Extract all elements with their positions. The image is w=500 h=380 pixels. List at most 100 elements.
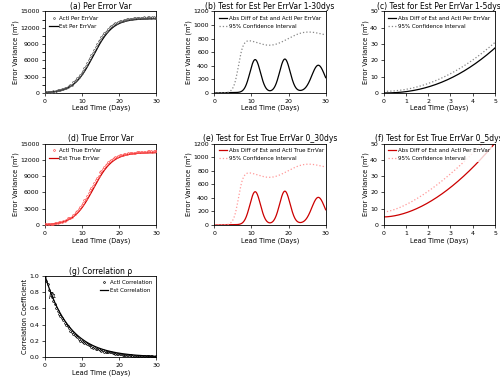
X-axis label: Lead Time (Days): Lead Time (Days) — [410, 237, 469, 244]
95% Confidence Interval — [277, 173, 283, 177]
Abs Diff of Est and Actl Per ErrVar — [482, 152, 488, 156]
Abs Diff of Est and Actl Per ErrVar — [492, 141, 498, 145]
95% Confidence Interval — [240, 176, 246, 181]
Actl Per ErrVar — [154, 16, 160, 21]
Line: 95% Confidence Interval: 95% Confidence Interval — [384, 43, 495, 91]
Est Per ErrVar — [154, 16, 160, 21]
Actl Per ErrVar — [110, 23, 116, 27]
Actl True ErrVar — [142, 150, 148, 155]
Line: Est Per ErrVar: Est Per ErrVar — [45, 19, 156, 92]
Est True ErrVar — [116, 155, 122, 160]
95% Confidence Interval — [262, 43, 268, 47]
Legend: Abs Diff of Est and Actl Per ErrVar, 95% Confidence Interval: Abs Diff of Est and Actl Per ErrVar, 95%… — [217, 14, 322, 30]
95% Confidence Interval — [402, 203, 407, 208]
Est Per ErrVar — [92, 49, 98, 54]
Actl True ErrVar — [148, 149, 154, 154]
Abs Diff of Est and Actl True ErrVar — [231, 222, 237, 227]
Actl True ErrVar — [93, 178, 99, 182]
Est Correlation — [62, 318, 68, 323]
95% Confidence Interval — [492, 128, 498, 132]
Title: (c) Test for Est Per ErrVar 1-5dys: (c) Test for Est Per ErrVar 1-5dys — [378, 2, 500, 11]
Title: (b) Test for Est Per ErrVar 1-30dys: (b) Test for Est Per ErrVar 1-30dys — [206, 2, 334, 11]
95% Confidence Interval — [388, 89, 394, 93]
Line: Abs Diff of Est and Actl True ErrVar: Abs Diff of Est and Actl True ErrVar — [214, 191, 326, 225]
Abs Diff of Est and Actl Per ErrVar — [385, 214, 391, 219]
Legend: Abs Diff of Est and Actl Per ErrVar, 95% Confidence Interval: Abs Diff of Est and Actl Per ErrVar, 95%… — [386, 146, 492, 162]
Est True ErrVar — [154, 150, 160, 155]
Abs Diff of Est and Actl Per ErrVar — [286, 65, 292, 70]
Est Per ErrVar — [70, 82, 76, 86]
Abs Diff of Est and Actl Per ErrVar — [380, 215, 386, 219]
X-axis label: Lead Time (Days): Lead Time (Days) — [72, 237, 130, 244]
Est Correlation — [70, 329, 76, 334]
Actl Correlation — [108, 350, 114, 355]
Abs Diff of Est and Actl Per ErrVar — [402, 90, 407, 94]
Line: 95% Confidence Interval: 95% Confidence Interval — [214, 164, 326, 225]
Y-axis label: Error Variance (m²): Error Variance (m²) — [184, 20, 192, 84]
Abs Diff of Est and Actl True ErrVar — [322, 207, 328, 212]
95% Confidence Interval — [322, 165, 328, 169]
Est Correlation — [154, 354, 160, 359]
95% Confidence Interval — [212, 223, 218, 227]
Y-axis label: Error Variance (m²): Error Variance (m²) — [11, 152, 18, 216]
Abs Diff of Est and Actl Per ErrVar — [410, 88, 416, 93]
Est Correlation — [116, 351, 122, 356]
Abs Diff of Est and Actl Per ErrVar — [240, 88, 246, 92]
Line: 95% Confidence Interval: 95% Confidence Interval — [214, 32, 326, 93]
Actl Correlation — [152, 355, 158, 359]
95% Confidence Interval — [286, 168, 292, 173]
95% Confidence Interval — [410, 86, 416, 90]
Actl Per ErrVar — [44, 90, 50, 95]
95% Confidence Interval — [322, 33, 328, 37]
95% Confidence Interval — [486, 45, 492, 49]
95% Confidence Interval — [231, 83, 237, 88]
Est True ErrVar — [108, 161, 114, 165]
Actl True ErrVar — [42, 222, 48, 226]
95% Confidence Interval — [482, 48, 488, 53]
Abs Diff of Est and Actl True ErrVar — [262, 215, 268, 220]
Y-axis label: Error Variance (m²): Error Variance (m²) — [362, 20, 369, 84]
Title: (d) True Error Var: (d) True Error Var — [68, 135, 134, 143]
Abs Diff of Est and Actl True ErrVar — [212, 223, 218, 227]
Est Correlation — [42, 273, 48, 278]
Abs Diff of Est and Actl Per ErrVar — [385, 91, 391, 95]
Actl True ErrVar — [46, 222, 52, 227]
Abs Diff of Est and Actl True ErrVar — [277, 201, 283, 205]
Est Per ErrVar — [126, 18, 132, 23]
Y-axis label: Error Variance (m²): Error Variance (m²) — [11, 20, 18, 84]
Est True ErrVar — [62, 219, 68, 224]
Est True ErrVar — [42, 222, 48, 227]
Actl Per ErrVar — [146, 15, 152, 19]
Est Per ErrVar — [42, 90, 48, 95]
X-axis label: Lead Time (Days): Lead Time (Days) — [241, 105, 299, 111]
Actl True ErrVar — [110, 156, 116, 161]
Abs Diff of Est and Actl Per ErrVar — [212, 91, 218, 95]
Legend: Abs Diff of Est and Actl Per ErrVar, 95% Confidence Interval: Abs Diff of Est and Actl Per ErrVar, 95%… — [386, 14, 492, 30]
Actl True ErrVar — [154, 149, 160, 154]
Abs Diff of Est and Actl Per ErrVar — [492, 46, 498, 50]
Abs Diff of Est and Actl Per ErrVar — [388, 214, 394, 219]
95% Confidence Interval — [380, 89, 386, 93]
Actl True ErrVar — [116, 154, 121, 158]
Y-axis label: Error Variance (m²): Error Variance (m²) — [362, 152, 369, 216]
X-axis label: Lead Time (Days): Lead Time (Days) — [72, 369, 130, 376]
Legend: Actl Correlation, Est Correlation: Actl Correlation, Est Correlation — [98, 279, 154, 295]
Y-axis label: Correlation Coefficient: Correlation Coefficient — [22, 279, 28, 354]
Line: Actl True ErrVar: Actl True ErrVar — [44, 150, 158, 225]
95% Confidence Interval — [306, 30, 312, 34]
95% Confidence Interval — [240, 44, 246, 49]
Actl Correlation — [118, 352, 124, 356]
95% Confidence Interval — [410, 198, 416, 203]
Est True ErrVar — [92, 183, 98, 187]
Abs Diff of Est and Actl True ErrVar — [286, 197, 292, 202]
Est Correlation — [92, 344, 98, 349]
95% Confidence Interval — [212, 91, 218, 95]
Line: 95% Confidence Interval: 95% Confidence Interval — [384, 130, 495, 212]
95% Confidence Interval — [306, 162, 312, 166]
Abs Diff of Est and Actl Per ErrVar — [402, 211, 407, 215]
Abs Diff of Est and Actl Per ErrVar — [277, 68, 283, 73]
Actl Per ErrVar — [93, 45, 99, 50]
Est Correlation — [126, 352, 132, 357]
95% Confidence Interval — [482, 138, 488, 142]
Actl Correlation — [42, 274, 48, 278]
